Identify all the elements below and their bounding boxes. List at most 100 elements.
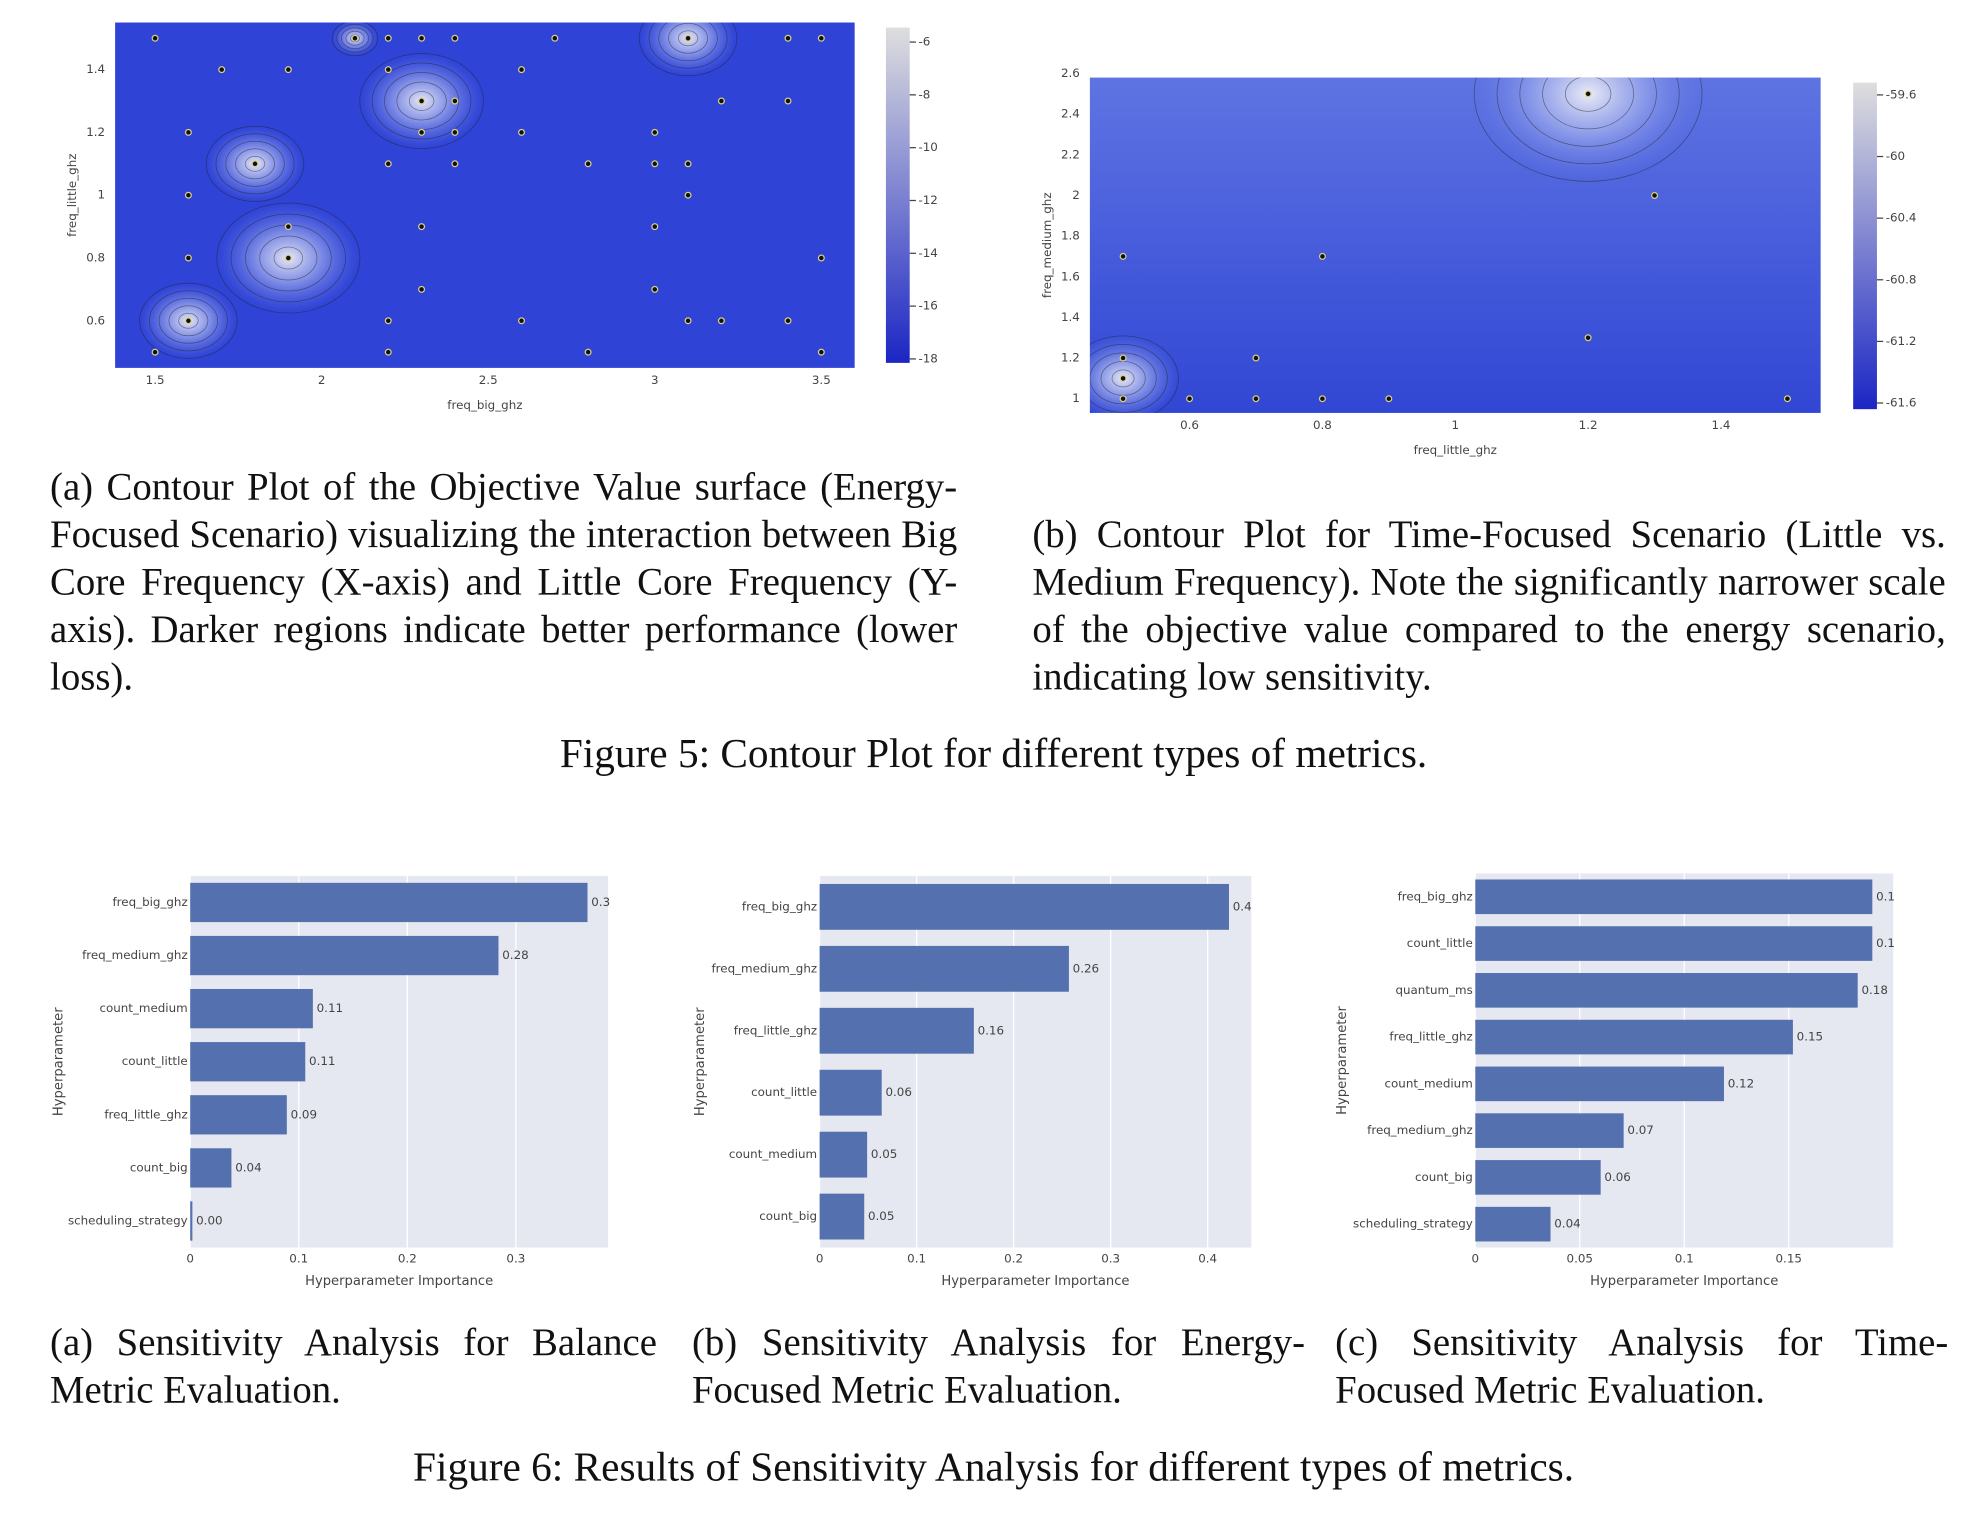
bar [1475, 879, 1873, 915]
trial-point [584, 348, 592, 356]
trial-point [784, 97, 792, 105]
plot-background [1089, 77, 1821, 413]
x-tick-label: 3 [651, 373, 659, 387]
surface-peak [1474, 77, 1702, 182]
y-tick-label: 2.2 [1061, 147, 1080, 161]
trial-point [684, 317, 692, 325]
trial-point [1385, 395, 1393, 403]
y-axis-title: Hyperparameter [51, 1007, 66, 1116]
contour-line [273, 246, 304, 270]
bar [1475, 926, 1873, 961]
trial-point [1584, 90, 1592, 98]
value-label: 0.12 [1728, 1076, 1754, 1090]
value-label: 0.28 [502, 948, 528, 962]
y-tick-label: count_little [122, 1054, 188, 1068]
bar [1475, 973, 1858, 1008]
trial-point [451, 128, 459, 136]
y-tick-label: 1 [98, 188, 106, 202]
colorbar-tick-label: -60.4 [1886, 211, 1917, 225]
caption: (b) Contour Plot for Time-Focused Scenar… [1032, 511, 1946, 699]
x-axis-title: freq_big_ghz [447, 398, 522, 412]
value-label: 0.18 [1861, 983, 1887, 997]
trial-point [284, 254, 292, 262]
contour-line [1089, 335, 1179, 413]
trial-point [184, 254, 192, 262]
trial-point [151, 34, 159, 42]
bar [190, 1201, 193, 1241]
contour-line [1111, 369, 1135, 388]
trial-point [1651, 191, 1659, 199]
bar [819, 1007, 974, 1054]
bar [1475, 1160, 1601, 1195]
contour-line [331, 22, 379, 57]
trial-point [384, 160, 392, 168]
value-label: 0.04 [235, 1160, 261, 1174]
bar [819, 1131, 868, 1178]
y-tick-label: 1.8 [1061, 229, 1080, 243]
trial-point [817, 34, 825, 42]
colorbar-tick-label: -61.6 [1886, 396, 1917, 410]
x-axis-title: Hyperparameter Importance [1590, 1274, 1778, 1289]
value-label: 0.15 [1797, 1030, 1823, 1044]
colorbar-tick-label: -14 [918, 246, 937, 260]
y-tick-label: count_medium [729, 1147, 817, 1161]
y-tick-label: freq_big_ghz [742, 899, 817, 913]
trial-point [717, 97, 725, 105]
bar [190, 1042, 306, 1082]
y-tick-label: freq_medium_ghz [711, 961, 817, 975]
bar [1475, 1066, 1724, 1102]
contour-line [205, 125, 305, 202]
trial-point [518, 66, 526, 74]
contour-line [215, 133, 295, 195]
contour-line [677, 30, 699, 47]
value-label: 0.1 [1876, 889, 1895, 903]
x-tick-label: 0.6 [1180, 418, 1199, 432]
colorbar [885, 27, 910, 363]
value-label: 0.11 [309, 1054, 335, 1068]
trial-point [1252, 354, 1260, 362]
trial-point [817, 348, 825, 356]
colorbar-tick-label: -12 [918, 193, 937, 207]
y-tick-label: 2.4 [1061, 107, 1080, 121]
trial-point [451, 34, 459, 42]
y-axis-title: freq_little_ghz [65, 154, 79, 237]
trial-point [651, 223, 659, 231]
y-tick-label: freq_big_ghz [1398, 889, 1473, 903]
value-label: 0.11 [317, 1001, 343, 1015]
contour-line [1089, 343, 1168, 413]
trial-point [418, 128, 426, 136]
y-tick-label: scheduling_strategy [1353, 1217, 1473, 1231]
colorbar-tick-label: -60.8 [1886, 272, 1917, 286]
bar [1475, 1206, 1551, 1242]
trial-point [418, 34, 426, 42]
x-tick-label: 0.1 [907, 1251, 926, 1265]
caption: (c) Sensitivity Analysis for Time-Focuse… [1335, 1320, 1949, 1412]
trial-point [518, 128, 526, 136]
trial-point [717, 317, 725, 325]
caption: (a) Sensitivity Analysis for Balance Met… [50, 1320, 657, 1412]
x-tick-label: 1.5 [146, 373, 165, 387]
contour-line [244, 155, 266, 172]
bar [190, 1095, 287, 1135]
colorbar-tick-label: -59.6 [1886, 87, 1917, 101]
trial-point [151, 348, 159, 356]
trial-point [451, 160, 459, 168]
colorbar-tick-label: -61.2 [1886, 334, 1917, 348]
x-tick-label: 0.8 [1313, 418, 1332, 432]
trial-point [184, 191, 192, 199]
y-tick-label: count_little [751, 1085, 817, 1099]
contour-line [1519, 77, 1657, 147]
contour-line [230, 213, 346, 303]
contour-line [259, 235, 318, 281]
x-tick-label: 0.15 [1776, 1251, 1802, 1265]
bar [819, 945, 1069, 992]
trial-point [218, 66, 226, 74]
bar [190, 935, 499, 976]
bar [819, 883, 1229, 930]
contour-line [408, 91, 435, 111]
trial-point [284, 66, 292, 74]
colorbar [1853, 82, 1877, 410]
colorbar-tick-label: -18 [918, 351, 937, 365]
y-tick-label: count_little [1407, 936, 1473, 950]
